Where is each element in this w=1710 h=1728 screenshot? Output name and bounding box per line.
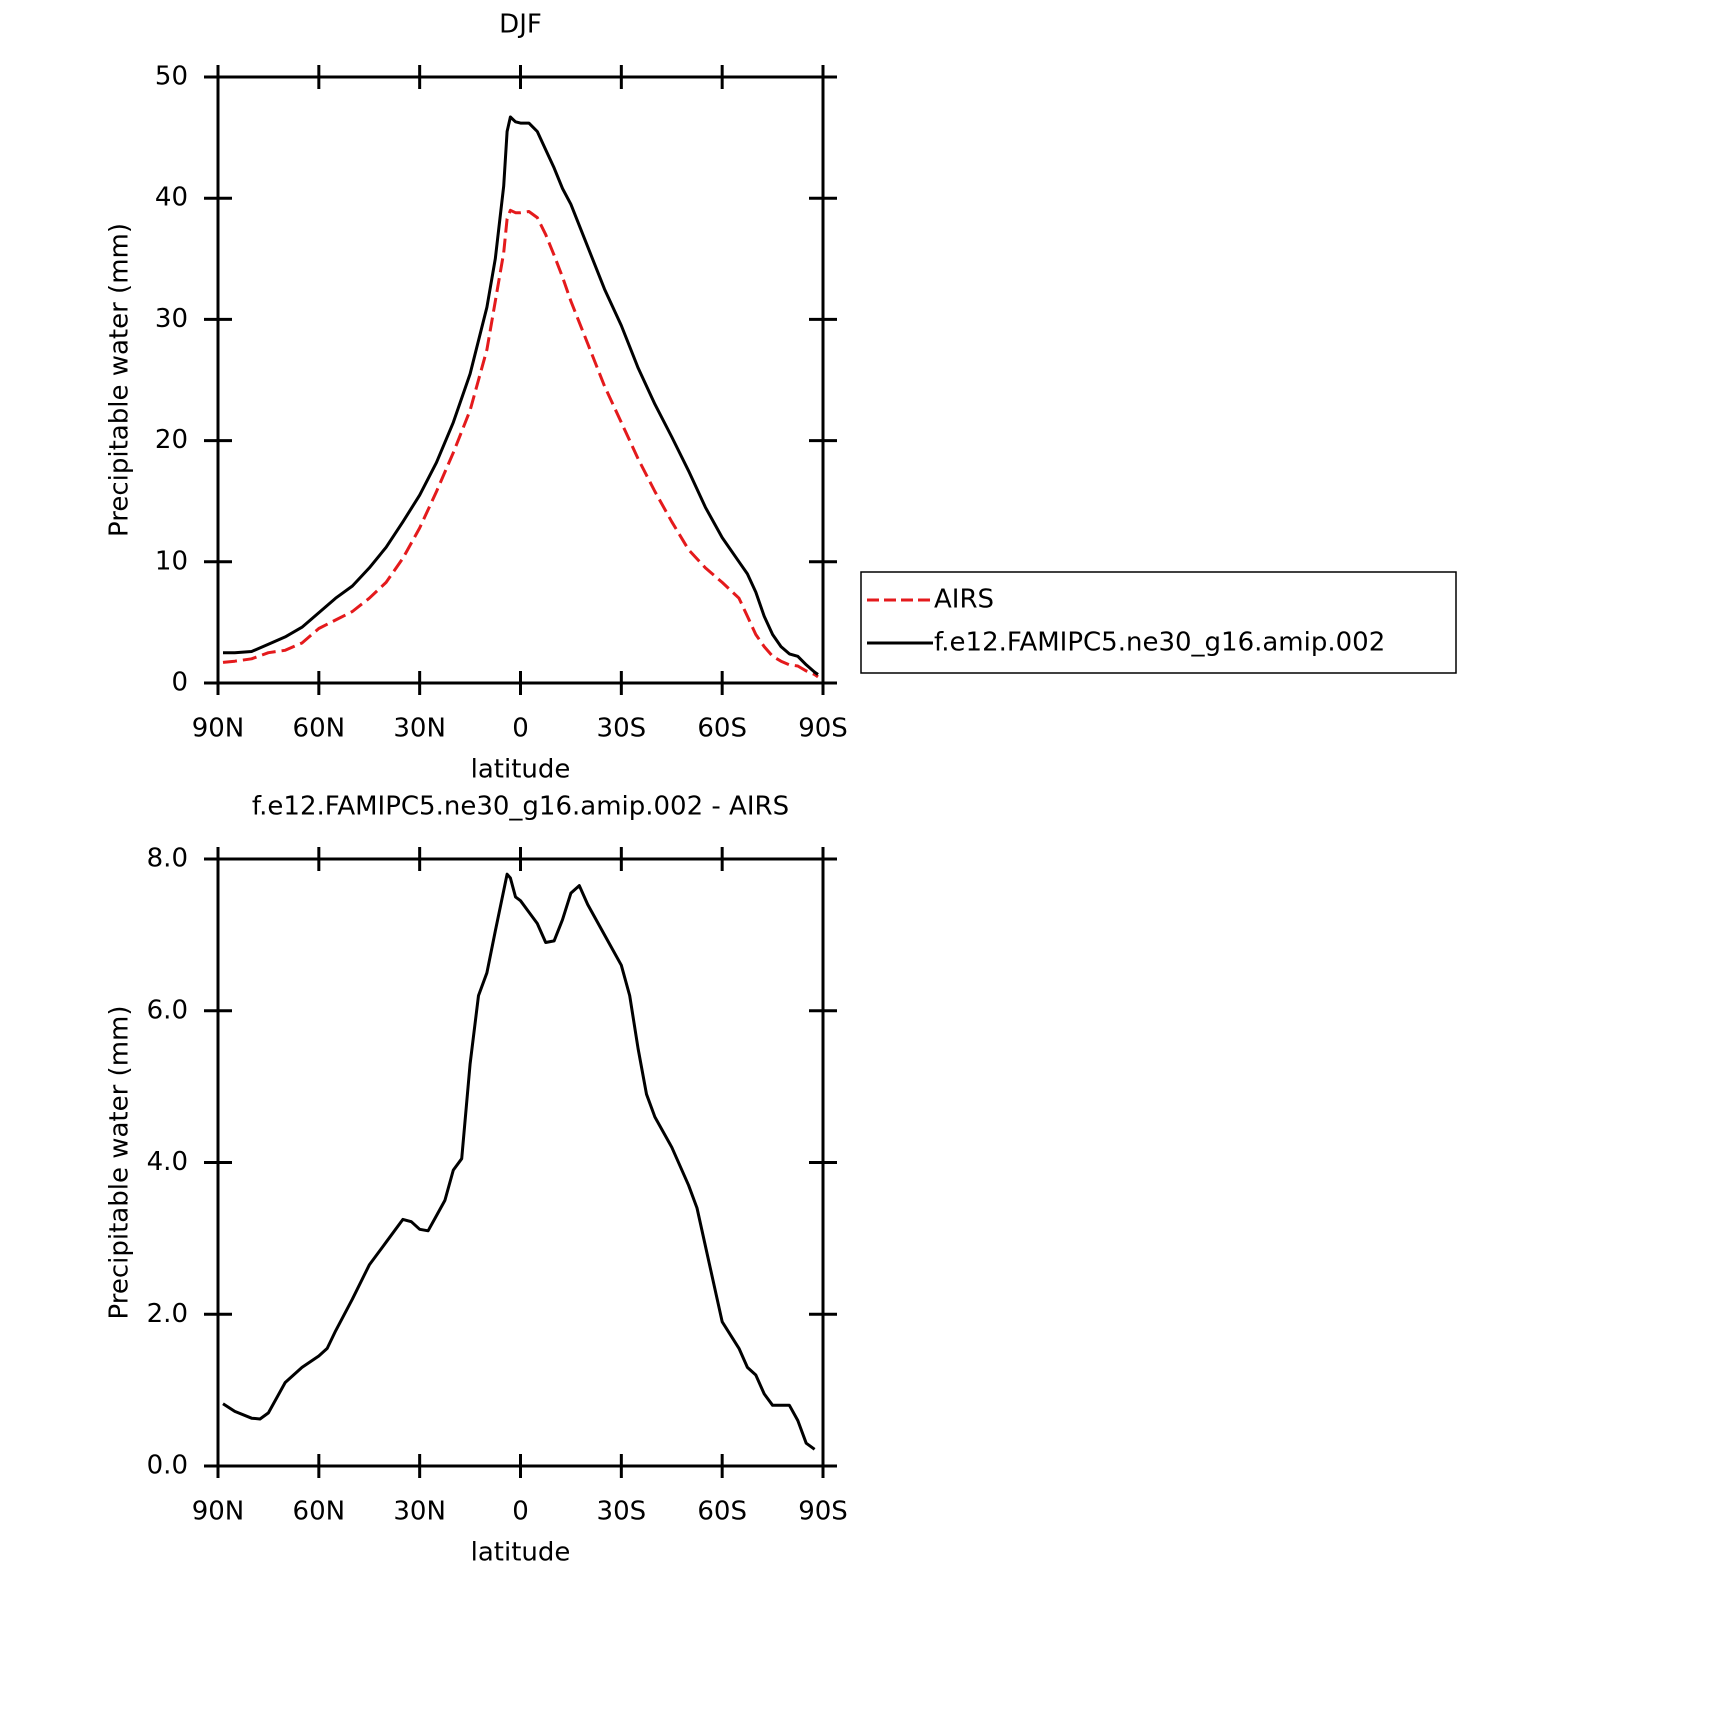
y-tick-label: 40 — [155, 183, 188, 213]
y-tick-label: 6.0 — [147, 995, 188, 1025]
x-tick-label: 30S — [597, 714, 647, 744]
y-tick-label: 30 — [155, 304, 188, 334]
chart-title: DJF — [499, 10, 542, 40]
plot-frame — [216, 75, 825, 685]
x-tick-label: 30N — [393, 1497, 446, 1527]
data-line — [223, 115, 819, 676]
data-line — [222, 872, 816, 1451]
chart-title: f.e12.FAMIPC5.ne30_g16.amip.002 - AIRS — [252, 792, 789, 822]
x-tick-label: 60S — [697, 714, 747, 744]
y-tick-label: 50 — [155, 62, 188, 92]
x-tick-label: 60S — [697, 1497, 747, 1527]
plot-frame — [216, 857, 825, 1468]
y-tick-label: 0 — [171, 668, 188, 698]
legend-label: AIRS — [934, 585, 994, 615]
data-line — [222, 208, 819, 679]
y-axis-label: Precipitable water (mm) — [105, 1006, 135, 1320]
y-tick-label: 2.0 — [147, 1299, 188, 1329]
x-tick-label: 0 — [512, 1497, 529, 1527]
x-tick-label: 90N — [192, 1497, 245, 1527]
legend-label: f.e12.FAMIPC5.ne30_g16.amip.002 — [934, 628, 1385, 658]
y-tick-label: 0.0 — [147, 1451, 188, 1481]
x-tick-label: 30S — [597, 1497, 647, 1527]
x-tick-label: 0 — [512, 714, 529, 744]
x-axis-label: latitude — [471, 755, 571, 785]
y-tick-label: 4.0 — [147, 1147, 188, 1177]
x-tick-label: 90S — [798, 714, 848, 744]
y-tick-label: 10 — [155, 546, 188, 576]
x-tick-label: 90N — [192, 714, 245, 744]
y-tick-label: 8.0 — [147, 844, 188, 874]
y-axis-label: Precipitable water (mm) — [105, 223, 135, 537]
x-tick-label: 90S — [798, 1497, 848, 1527]
x-tick-label: 60N — [293, 1497, 346, 1527]
y-tick-label: 20 — [155, 425, 188, 455]
legend-box — [860, 571, 1457, 674]
x-tick-label: 60N — [293, 714, 346, 744]
x-axis-label: latitude — [471, 1538, 571, 1568]
x-tick-label: 30N — [393, 714, 446, 744]
